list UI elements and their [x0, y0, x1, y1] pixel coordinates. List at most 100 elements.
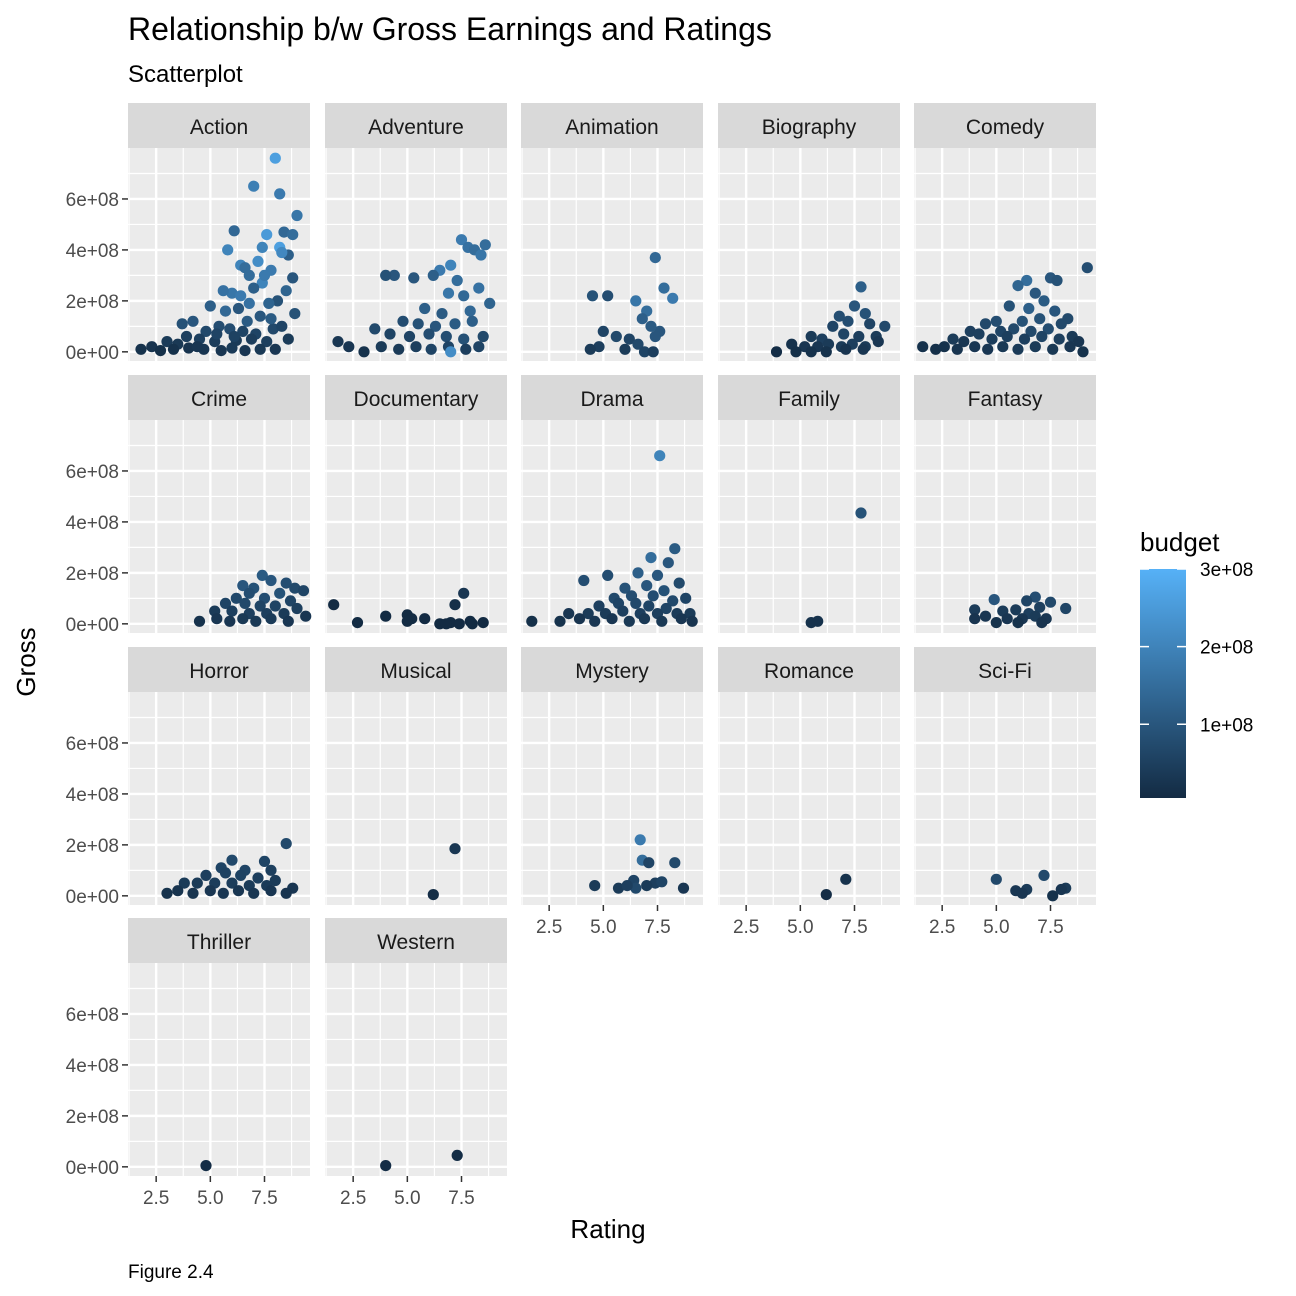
data-point — [582, 608, 594, 620]
y-tick-label: 6e+08 — [66, 1005, 119, 1026]
y-tick-label: 0e+00 — [66, 343, 119, 364]
data-point — [855, 281, 867, 293]
x-tick-label: 7.5 — [644, 917, 670, 938]
data-points — [135, 152, 303, 357]
data-point — [217, 285, 229, 297]
panel-background — [128, 963, 310, 1176]
data-point — [200, 325, 212, 337]
facet-strip — [521, 647, 703, 692]
data-point — [226, 342, 238, 354]
data-point — [658, 282, 670, 294]
y-tick-label: 6e+08 — [66, 190, 119, 211]
facet-strip-label: Western — [377, 931, 455, 954]
facet-fantasy: Fantasy — [914, 375, 1096, 633]
data-point — [410, 341, 422, 353]
data-point — [176, 318, 188, 330]
data-point — [654, 450, 666, 462]
data-point — [351, 617, 364, 629]
facet-documentary: Documentary — [325, 375, 507, 633]
x-tick-label: 5.0 — [197, 1188, 223, 1209]
data-point — [274, 188, 286, 200]
data-points — [328, 587, 489, 630]
data-point — [1064, 341, 1076, 353]
data-point — [645, 552, 657, 564]
data-point — [1029, 287, 1041, 299]
data-point — [282, 333, 294, 345]
data-point — [274, 587, 286, 599]
data-point — [667, 595, 679, 607]
data-points — [193, 569, 312, 627]
data-point — [1029, 591, 1041, 603]
data-point — [276, 246, 288, 259]
facet-strip-label: Biography — [762, 116, 857, 139]
data-point — [979, 318, 992, 330]
data-point — [964, 325, 976, 337]
data-point — [641, 580, 653, 592]
data-point — [332, 336, 344, 348]
data-point — [1025, 325, 1037, 337]
data-point — [267, 323, 279, 335]
data-point — [619, 343, 631, 355]
data-point — [393, 343, 405, 355]
data-point — [167, 343, 180, 355]
data-points — [990, 869, 1072, 902]
legend-title: budget — [1140, 527, 1220, 557]
data-point — [265, 313, 277, 325]
facet-mystery: Mystery 2.5 5.0 7.5 — [521, 647, 703, 938]
data-point — [235, 869, 247, 882]
data-point — [237, 325, 249, 337]
y-tick-label: 6e+08 — [66, 462, 119, 483]
data-point — [988, 594, 1000, 606]
data-point — [1038, 869, 1050, 882]
data-point — [245, 333, 258, 345]
data-point — [651, 569, 664, 582]
facet-strip — [325, 918, 507, 963]
data-point — [1023, 302, 1035, 315]
facet-strip — [325, 103, 507, 148]
chart-title: Relationship b/w Gross Earnings and Rati… — [128, 11, 772, 47]
data-point — [423, 328, 435, 340]
y-tick-label: 2e+08 — [66, 292, 119, 313]
data-point — [178, 877, 190, 889]
facet-strip — [325, 375, 507, 420]
data-point — [638, 346, 651, 358]
data-point — [248, 282, 260, 294]
data-points — [969, 591, 1072, 629]
facet-strip-label: Drama — [580, 388, 643, 411]
facet-strip — [914, 647, 1096, 692]
panel-background — [718, 420, 900, 633]
data-point — [291, 209, 303, 222]
facet-animation: Animation — [521, 103, 703, 361]
data-point — [990, 873, 1002, 885]
data-point — [864, 318, 876, 330]
data-point — [623, 333, 635, 345]
data-point — [680, 592, 692, 604]
data-points — [805, 507, 867, 629]
panel-grid — [325, 420, 507, 633]
data-point — [479, 239, 491, 251]
panel-grid — [325, 692, 507, 905]
data-point — [287, 272, 299, 284]
facet-strip — [325, 647, 507, 692]
data-point — [239, 597, 251, 610]
data-point — [252, 872, 264, 884]
data-point — [466, 618, 478, 630]
facet-strip — [521, 375, 703, 420]
data-point — [440, 618, 452, 630]
data-point — [656, 876, 668, 888]
data-point — [215, 345, 227, 357]
data-point — [662, 557, 674, 569]
y-tick-label: 0e+00 — [66, 887, 119, 908]
data-point — [449, 318, 461, 330]
data-point — [563, 608, 575, 620]
data-point — [477, 330, 489, 343]
data-points — [161, 838, 299, 899]
facet-strip — [718, 103, 900, 148]
data-point — [408, 272, 420, 284]
data-point — [838, 328, 850, 340]
data-point — [328, 599, 340, 611]
data-points — [584, 252, 679, 358]
data-point — [1012, 280, 1024, 292]
data-point — [658, 585, 670, 597]
